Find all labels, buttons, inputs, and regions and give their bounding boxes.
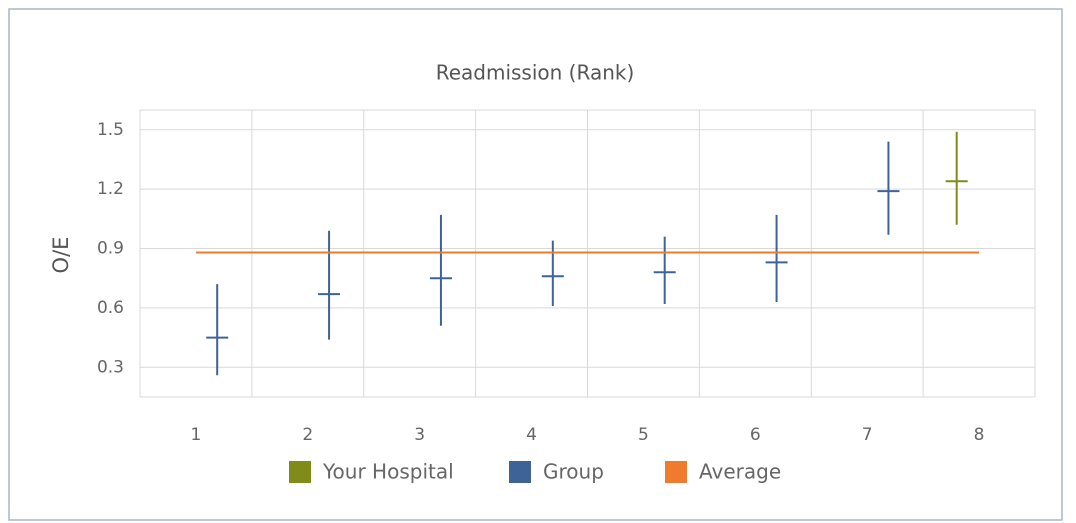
x-tick-label: 5 (638, 425, 649, 445)
y-axis-label: O/E (49, 237, 73, 274)
legend-label: Group (543, 460, 604, 484)
x-tick-label: 2 (302, 425, 313, 445)
y-tick-label: 1.2 (97, 179, 124, 199)
x-tick-label: 6 (750, 425, 761, 445)
x-tick-label: 8 (974, 425, 985, 445)
y-tick-label: 0.3 (97, 357, 124, 377)
y-tick-label: 1.5 (97, 120, 124, 140)
legend-label: Average (699, 460, 781, 484)
x-tick-label: 4 (526, 425, 537, 445)
y-tick-label: 0.6 (97, 298, 124, 318)
legend-swatch (509, 461, 531, 483)
x-tick-label: 7 (862, 425, 873, 445)
legend-swatch (289, 461, 311, 483)
x-tick-label: 1 (191, 425, 202, 445)
legend-label: Your Hospital (322, 460, 454, 484)
chart-frame (8, 8, 1063, 521)
x-tick-label: 3 (414, 425, 425, 445)
y-tick-label: 0.9 (97, 239, 124, 259)
chart-title: Readmission (Rank) (436, 61, 635, 85)
legend-swatch (665, 461, 687, 483)
